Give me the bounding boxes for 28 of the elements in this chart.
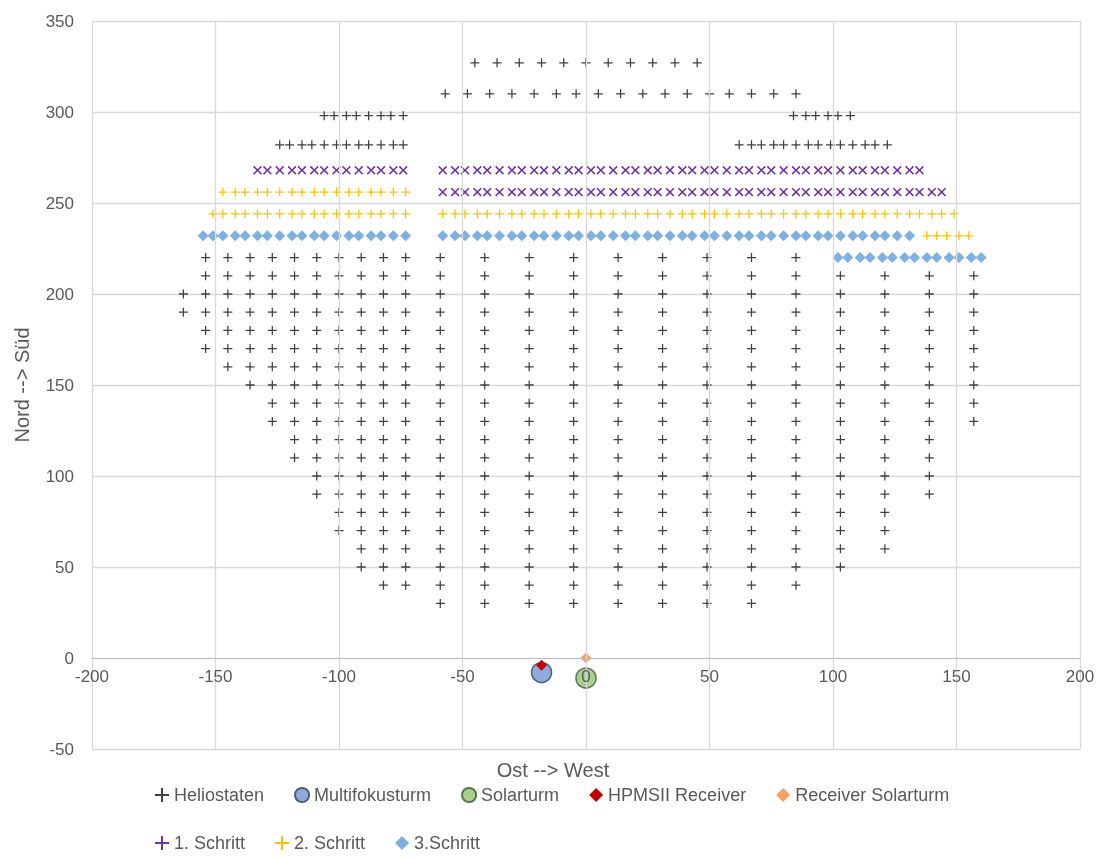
legend-label: Heliostaten (174, 785, 265, 805)
x-tick-label: 200 (1065, 667, 1095, 686)
y-tick-label: 350 (45, 11, 74, 31)
x-tick-label: -100 (321, 667, 357, 686)
x-tick-label: 100 (818, 667, 848, 686)
y-tick-label: 0 (64, 648, 74, 668)
legend-label: Solarturm (481, 785, 560, 805)
y-tick-label: 150 (45, 375, 74, 395)
legend-label: 3.Schritt (414, 833, 481, 853)
x-tick-label: -150 (198, 667, 233, 686)
y-tick-label: 200 (45, 284, 74, 304)
point (536, 659, 548, 671)
y-axis-title: Nord --> Süd (11, 327, 33, 443)
legend-label: Multifokusturm (314, 785, 432, 805)
legend-label: Receiver Solarturm (795, 785, 950, 805)
legend-label: 1. Schritt (174, 833, 246, 853)
legend-label: 2. Schritt (294, 833, 366, 853)
y-tick-label: -50 (49, 739, 74, 759)
y-tick-label: 100 (45, 466, 74, 486)
y-tick-label: 250 (45, 193, 74, 213)
x-tick-label: 150 (942, 667, 971, 686)
y-tick-label: 50 (55, 557, 74, 577)
x-tick-label: -50 (450, 667, 475, 686)
x-tick-label: 50 (700, 667, 719, 686)
x-tick-label: -200 (74, 667, 110, 686)
y-tick-label: 300 (45, 102, 74, 122)
legend-label: HPMSII Receiver (608, 785, 747, 805)
x-axis-title: Ost --> West (496, 759, 610, 781)
